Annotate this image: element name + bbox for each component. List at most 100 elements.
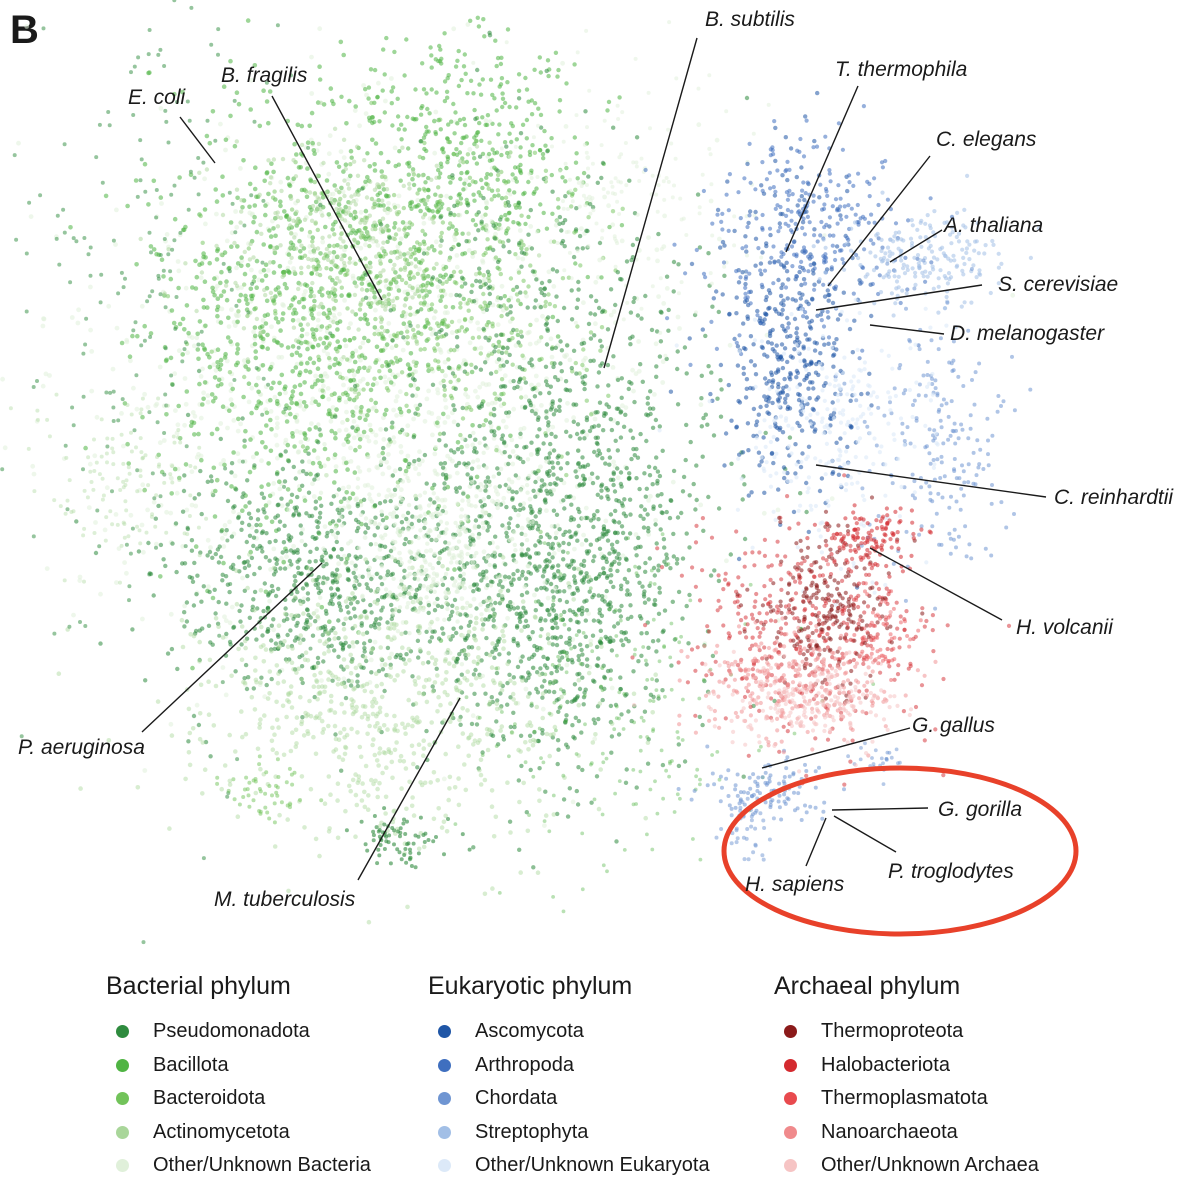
point-other-unknown-bacteria: [451, 419, 457, 425]
point-bacillota: [518, 301, 523, 307]
point-bacillota: [364, 288, 370, 293]
point-pseudomonadota: [582, 386, 587, 392]
point-bacillota: [218, 320, 224, 325]
point-pseudomonadota: [657, 473, 663, 479]
point-pseudomonadota: [505, 345, 510, 351]
point-other-unknown-bacteria: [341, 456, 347, 461]
point-pseudomonadota: [545, 328, 550, 333]
point-pseudomonadota: [463, 362, 468, 367]
point-pseudomonadota: [538, 391, 543, 396]
point-actinomycetota: [348, 200, 353, 206]
point-other-unknown-bacteria: [228, 397, 234, 403]
point-bacillota: [264, 410, 270, 416]
point-pseudomonadota: [259, 545, 264, 550]
point-pseudomonadota: [536, 447, 541, 452]
point-pseudomonadota: [580, 246, 585, 251]
point-pseudomonadota: [311, 664, 317, 670]
point-bacteroidota: [492, 391, 497, 396]
point-other-unknown-bacteria: [306, 459, 312, 465]
point-bacillota: [523, 221, 528, 227]
point-pseudomonadota: [487, 479, 492, 484]
point-pseudomonadota: [715, 396, 720, 401]
point-bacillota: [135, 333, 140, 339]
point-other-unknown-bacteria: [475, 457, 481, 463]
point-bacteroidota: [442, 393, 447, 398]
point-pseudomonadota: [324, 611, 329, 616]
point-other-unknown-bacteria: [350, 276, 356, 281]
point-other-unknown-bacteria: [429, 331, 435, 337]
point-pseudomonadota: [210, 555, 215, 560]
point-pseudomonadota: [384, 673, 389, 678]
point-pseudomonadota: [497, 397, 502, 402]
point-other-unknown-bacteria: [648, 493, 653, 499]
point-other-unknown-bacteria: [87, 461, 93, 467]
point-pseudomonadota: [637, 486, 642, 492]
point-pseudomonadota: [291, 598, 296, 603]
point-bacillota: [345, 392, 350, 398]
point-actinomycetota: [342, 218, 348, 223]
point-other-unknown-bacteria: [218, 421, 224, 426]
point-bacteroidota: [599, 325, 605, 330]
point-bacillota: [125, 203, 130, 209]
point-pseudomonadota: [624, 466, 629, 471]
point-bacteroidota: [420, 258, 425, 263]
point-bacillota: [426, 187, 431, 192]
point-bacillota: [238, 292, 244, 298]
point-pseudomonadota: [492, 413, 497, 418]
point-bacillota: [483, 418, 489, 423]
point-other-unknown-bacteria: [519, 547, 525, 553]
point-pseudomonadota: [669, 663, 674, 668]
point-bacteroidota: [486, 275, 491, 281]
point-actinomycetota: [223, 283, 229, 288]
point-pseudomonadota: [388, 308, 393, 313]
point-pseudomonadota: [475, 485, 481, 490]
point-pseudomonadota: [280, 466, 286, 472]
point-bacteroidota: [470, 179, 476, 184]
point-pseudomonadota: [350, 626, 355, 631]
point-other-unknown-bacteria: [636, 368, 642, 374]
point-pseudomonadota: [618, 470, 624, 475]
point-pseudomonadota: [293, 476, 298, 481]
point-pseudomonadota: [440, 465, 446, 470]
point-pseudomonadota: [455, 422, 461, 428]
point-other-unknown-bacteria: [77, 578, 83, 583]
point-other-unknown-bacteria: [358, 357, 363, 363]
point-other-unknown-bacteria: [343, 343, 349, 349]
point-pseudomonadota: [236, 555, 242, 560]
point-actinomycetota: [413, 264, 418, 269]
point-pseudomonadota: [320, 632, 325, 638]
point-pseudomonadota: [474, 450, 479, 455]
point-other-unknown-bacteria: [201, 390, 207, 396]
point-pseudomonadota: [426, 534, 431, 539]
point-other-unknown-bacteria: [158, 106, 164, 111]
point-pseudomonadota: [245, 573, 250, 579]
point-bacillota: [212, 514, 218, 519]
point-other-unknown-bacteria: [227, 519, 232, 525]
point-bacillota: [477, 82, 482, 87]
point-other-unknown-bacteria: [232, 473, 238, 479]
point-bacillota: [202, 346, 207, 351]
point-bacillota: [339, 185, 344, 191]
point-pseudomonadota: [309, 566, 314, 572]
point-actinomycetota: [239, 198, 244, 203]
point-pseudomonadota: [699, 396, 704, 401]
point-pseudomonadota: [676, 262, 681, 267]
point-pseudomonadota: [232, 504, 237, 509]
point-bacteroidota: [488, 412, 494, 417]
point-other-unknown-bacteria: [337, 428, 342, 433]
point-bacteroidota: [551, 239, 557, 244]
point-bacillota: [334, 160, 340, 165]
point-other-unknown-bacteria: [176, 348, 182, 354]
point-pseudomonadota: [277, 669, 282, 674]
point-other-unknown-bacteria: [724, 558, 729, 564]
point-pseudomonadota: [415, 765, 420, 770]
point-pseudomonadota: [331, 626, 336, 631]
point-bacillota: [464, 170, 469, 176]
point-bacillota: [422, 232, 428, 237]
point-pseudomonadota: [577, 436, 582, 441]
point-pseudomonadota: [550, 267, 556, 272]
point-pseudomonadota: [515, 384, 520, 389]
point-pseudomonadota: [614, 839, 619, 844]
point-bacteroidota: [496, 343, 502, 348]
point-bacillota: [201, 305, 207, 310]
